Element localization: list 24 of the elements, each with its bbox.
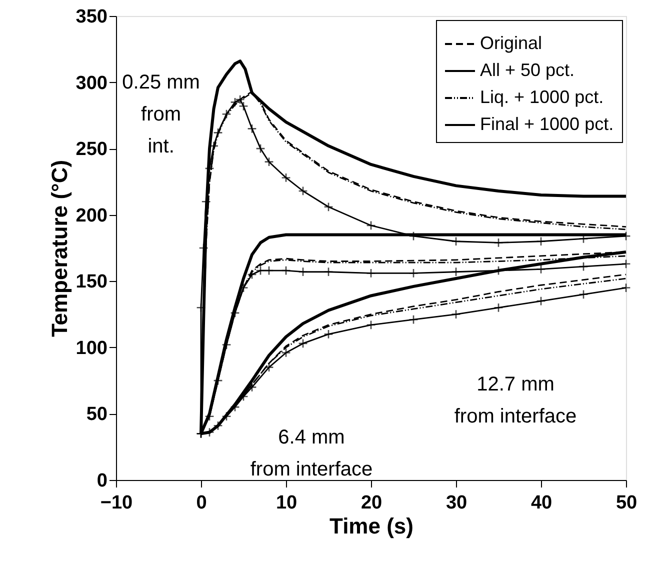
x-axis-title: Time (s): [330, 514, 414, 538]
x-tick-label: 0: [196, 492, 207, 514]
x-tick-label: 20: [360, 492, 382, 514]
x-tick-label: 40: [530, 492, 552, 514]
y-tick-label: 0: [96, 470, 108, 492]
y-tick-label: 200: [76, 205, 108, 226]
legend-label: Original: [480, 33, 542, 53]
x-tick-label: −10: [100, 492, 133, 514]
annotation: 6.4 mm from interface: [250, 426, 373, 481]
y-tick-label: 300: [76, 72, 108, 94]
annotation: 12.7 mm from interface: [454, 374, 577, 428]
y-axis-title: Temperature (°C): [46, 160, 72, 338]
x-tick-label: 50: [616, 492, 638, 514]
annotation: 0.25 mm from int.: [122, 71, 200, 158]
x-tick-label: 10: [276, 492, 298, 514]
legend-label: Liq. + 1000 pct.: [480, 87, 604, 107]
y-tick-label: 100: [76, 338, 108, 359]
y-tick-label: 250: [76, 139, 108, 160]
legend-label: Final + 1000 pct.: [480, 114, 614, 134]
y-tick-label: 350: [76, 6, 108, 28]
x-tick-label: 30: [446, 492, 468, 514]
legend-label: All + 50 pct.: [480, 60, 575, 80]
y-tick-label: 150: [76, 272, 108, 293]
y-tick-label: 50: [86, 404, 108, 426]
